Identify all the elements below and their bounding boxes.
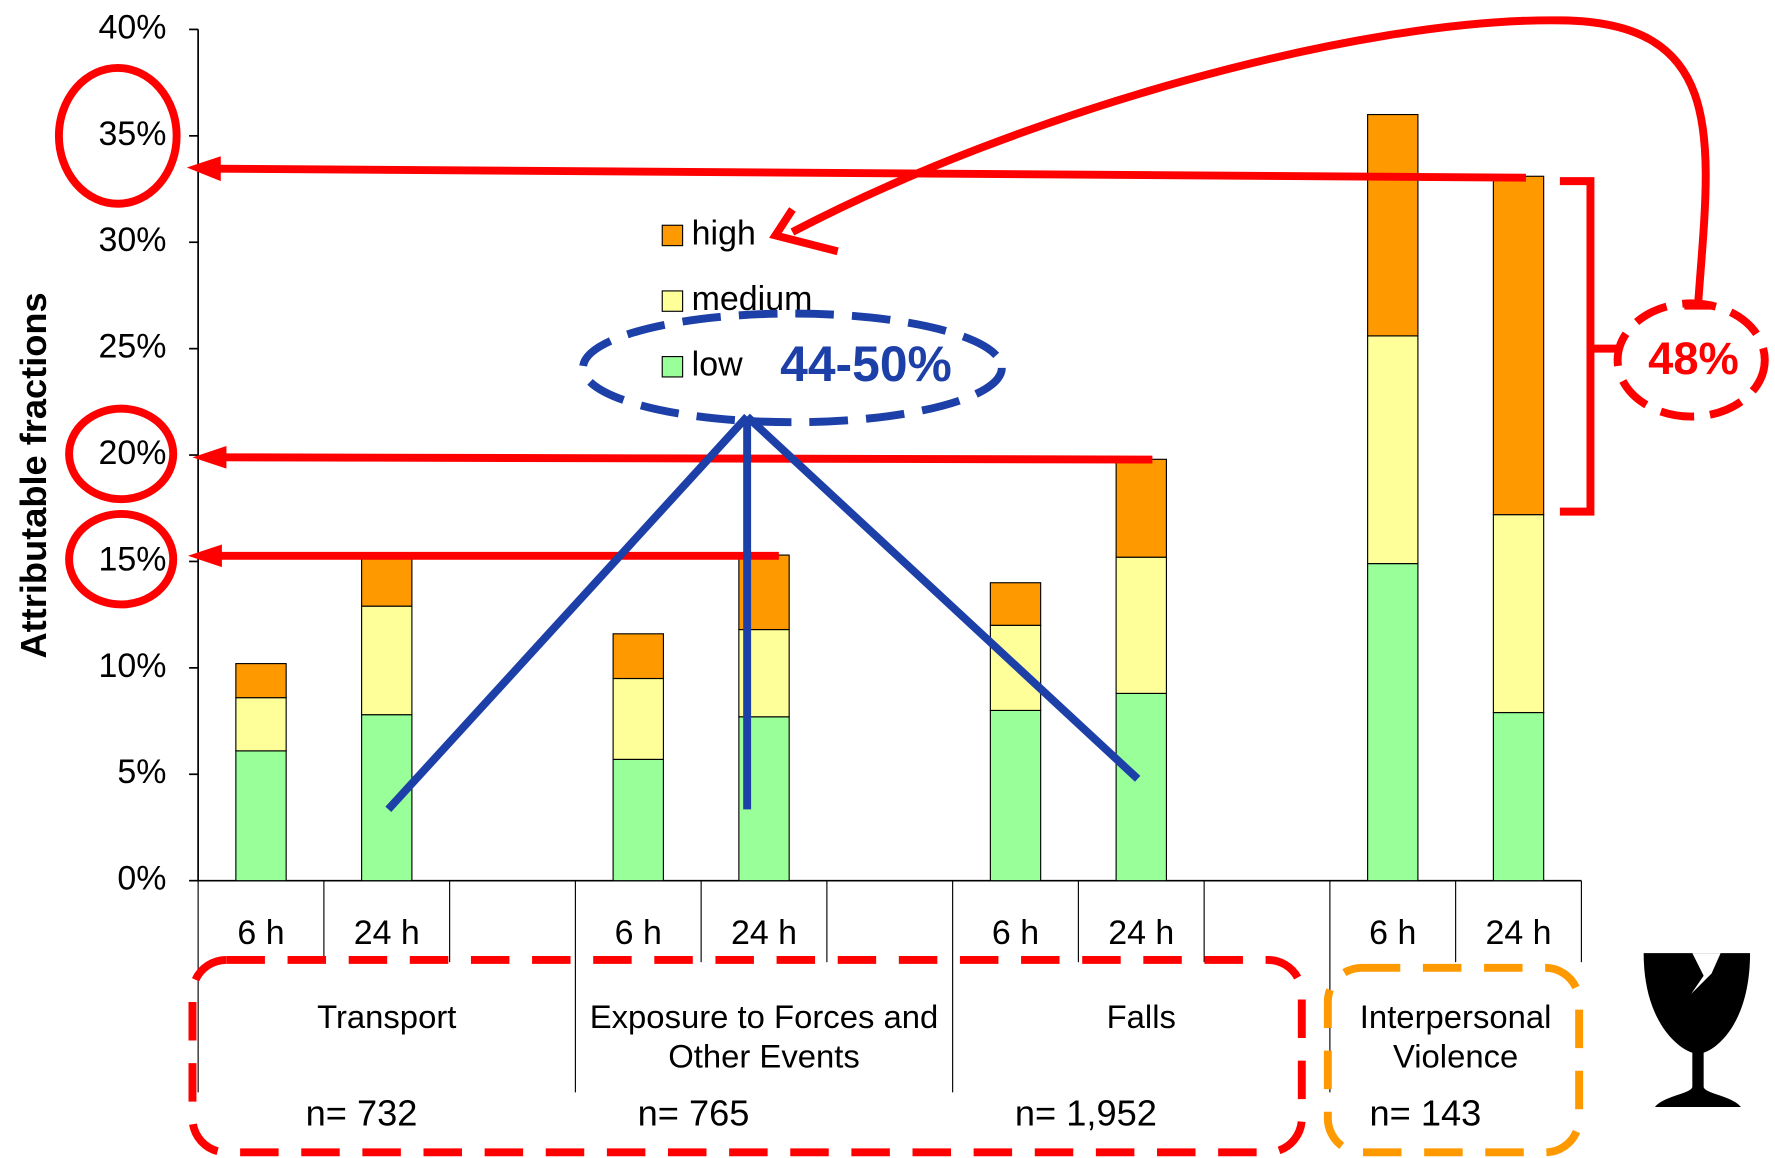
bar-segment	[235, 663, 287, 699]
group-n-label: n= 765	[638, 1093, 750, 1134]
bar-segment	[1367, 113, 1419, 337]
group-label: Falls	[1106, 999, 1176, 1036]
bar-segment	[1367, 335, 1419, 565]
bar-segment	[1115, 556, 1167, 694]
x-tick-label: 6 h	[237, 914, 284, 952]
bar-segment	[612, 677, 664, 760]
x-tick-label: 6 h	[992, 914, 1039, 952]
annotation: 48%	[1648, 333, 1739, 384]
group-label: Transport	[317, 999, 457, 1036]
x-tick-label: 24 h	[1108, 914, 1174, 952]
bar-segment	[235, 750, 287, 882]
group-n-label: n= 1,952	[1015, 1093, 1157, 1134]
bar-segment	[989, 709, 1042, 882]
x-tick-label: 6 h	[615, 914, 662, 952]
legend-swatch	[661, 356, 684, 378]
y-tick-label: 30%	[99, 221, 167, 259]
bar-segment	[612, 633, 664, 680]
x-tick-label: 24 h	[731, 914, 797, 952]
group-n-label: n= 732	[306, 1093, 418, 1134]
bar-segment	[1492, 514, 1545, 714]
y-axis-label: Attributable fractions	[13, 292, 54, 658]
legend-label: low	[692, 346, 743, 384]
group-label-box: Transport	[317, 999, 457, 1036]
bar-segment	[612, 758, 664, 882]
y-tick-label: 35%	[99, 115, 167, 153]
annotation: 44-50%	[780, 336, 952, 392]
annotation-layer	[54, 16, 1769, 1157]
bar-segment	[361, 556, 413, 607]
bar-segment	[361, 605, 413, 716]
y-tick-label: 25%	[99, 328, 167, 366]
y-tick-label: 5%	[117, 753, 166, 791]
group-label-box: Exposure to Forces and Other Events	[589, 999, 939, 1076]
bar-segment	[235, 697, 287, 752]
bar-segment	[1115, 692, 1167, 882]
bar-segment	[989, 582, 1042, 626]
bar-segment	[361, 714, 413, 882]
x-tick-label: 24 h	[1485, 914, 1551, 952]
y-tick-label: 20%	[99, 434, 167, 472]
bar-segment	[1492, 711, 1545, 882]
bar-segment	[1115, 458, 1167, 558]
group-label: Exposure to Forces and Other Events	[589, 999, 939, 1076]
group-n-label: n= 143	[1370, 1093, 1482, 1134]
x-tick-label: 24 h	[354, 914, 420, 952]
y-tick-label: 10%	[99, 647, 167, 685]
y-tick-label: 0%	[117, 860, 166, 898]
y-tick-label: 15%	[99, 540, 167, 578]
bar-segment	[1367, 563, 1419, 882]
x-tick-label: 6 h	[1369, 914, 1416, 952]
y-tick-label: 40%	[99, 8, 167, 46]
legend-swatch	[661, 224, 684, 247]
group-label: Interpersonal Violence	[1359, 999, 1552, 1076]
bar-segment	[1492, 175, 1545, 516]
legend-swatch	[661, 290, 684, 312]
legend-label: high	[692, 214, 756, 252]
group-label-box: Interpersonal Violence	[1359, 999, 1552, 1076]
group-label-box: Falls	[1106, 999, 1176, 1036]
